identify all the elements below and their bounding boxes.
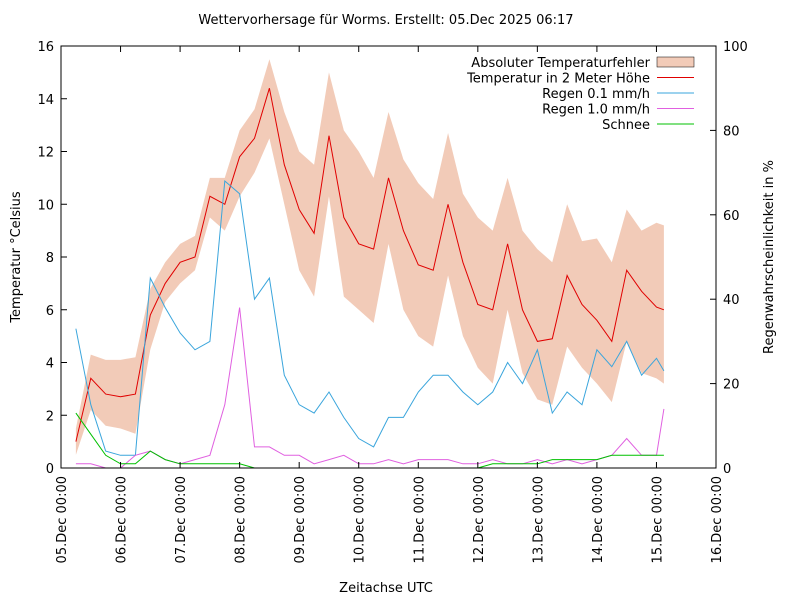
x-axis-label: Zeitachse UTC: [339, 581, 433, 596]
chart-title: Wettervorhersage für Worms. Erstellt: 05…: [198, 13, 573, 28]
x-tick-label: 12.Dec 00:00: [472, 476, 487, 563]
legend-label: Temperatur in 2 Meter Höhe: [466, 72, 650, 87]
y-tick-label: 16: [37, 40, 54, 55]
x-tick-label: 10.Dec 00:00: [353, 476, 368, 563]
y-tick-label: 14: [37, 93, 54, 108]
x-tick-label: 05.Dec 00:00: [55, 476, 70, 563]
y-axis-label: Temperatur °Celsius: [9, 191, 24, 324]
y2-tick-label: 0: [723, 462, 731, 477]
y2-tick-label: 40: [723, 293, 740, 308]
x-tick-label: 15.Dec 00:00: [650, 476, 665, 563]
legend-label: Regen 1.0 mm/h: [542, 103, 650, 118]
legend-swatch: [656, 56, 695, 68]
y-tick-label: 8: [46, 251, 54, 266]
y2-tick-label: 20: [723, 378, 740, 393]
legend-label: Schnee: [602, 118, 650, 133]
line-series: [75, 88, 665, 442]
y2-axis-label: Regenwahrscheinlichkeit in %: [762, 160, 777, 354]
legend-label: Absoluter Temperaturfehler: [471, 56, 650, 71]
line-series: [75, 412, 664, 469]
y2-tick-label: 80: [723, 124, 740, 139]
y-tick-label: 6: [46, 304, 54, 319]
y2-tick-label: 60: [723, 209, 740, 224]
y2-tick-label: 100: [723, 40, 748, 55]
x-tick-label: 16.Dec 00:00: [710, 476, 725, 563]
error-band: [75, 59, 664, 455]
y-tick-label: 10: [37, 198, 54, 213]
line-series: [75, 179, 665, 456]
y-tick-label: 12: [37, 146, 54, 161]
x-tick-label: 14.Dec 00:00: [591, 476, 606, 563]
x-tick-label: 07.Dec 00:00: [174, 476, 189, 563]
x-tick-label: 06.Dec 00:00: [115, 476, 130, 563]
x-tick-label: 13.Dec 00:00: [531, 476, 546, 563]
legend-label: Regen 0.1 mm/h: [542, 87, 650, 102]
y-tick-label: 4: [46, 357, 54, 372]
x-tick-label: 08.Dec 00:00: [234, 476, 249, 563]
y-tick-label: 2: [46, 409, 54, 424]
x-tick-label: 11.Dec 00:00: [412, 476, 427, 563]
x-tick-label: 09.Dec 00:00: [293, 476, 308, 563]
y-tick-label: 0: [46, 462, 54, 477]
